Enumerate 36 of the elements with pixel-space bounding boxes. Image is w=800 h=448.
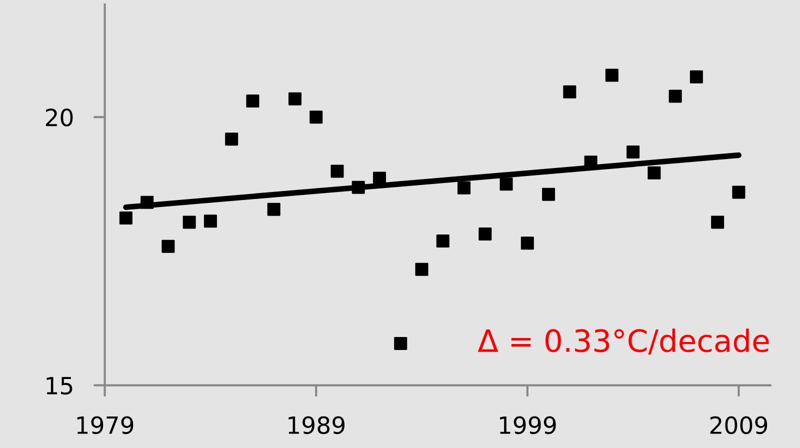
annotation: Δ = 0.33°C/decade bbox=[478, 328, 769, 355]
point bbox=[204, 214, 217, 228]
point bbox=[563, 85, 576, 98]
point bbox=[648, 166, 661, 180]
point bbox=[500, 178, 513, 191]
point bbox=[668, 90, 682, 103]
x-tick-label: 1999 bbox=[500, 416, 556, 434]
point bbox=[626, 145, 640, 158]
point bbox=[732, 186, 746, 199]
y-tick-label: 20 bbox=[46, 108, 73, 126]
point bbox=[542, 188, 556, 201]
point bbox=[478, 228, 492, 241]
y-tick-label: 15 bbox=[46, 377, 72, 395]
point bbox=[330, 164, 344, 178]
point bbox=[394, 336, 408, 350]
point bbox=[436, 234, 450, 248]
x-tick-label: 2009 bbox=[710, 416, 768, 434]
point bbox=[140, 196, 154, 209]
point bbox=[690, 70, 703, 84]
point bbox=[605, 68, 618, 82]
point bbox=[119, 211, 132, 224]
point bbox=[310, 110, 323, 124]
point bbox=[182, 216, 196, 229]
point bbox=[458, 181, 471, 194]
point bbox=[267, 202, 280, 216]
point bbox=[415, 262, 428, 276]
point bbox=[520, 236, 534, 250]
point bbox=[352, 180, 365, 194]
point bbox=[288, 92, 302, 106]
point bbox=[711, 216, 724, 229]
point bbox=[225, 132, 238, 146]
point bbox=[246, 94, 260, 108]
x-tick-label: 1989 bbox=[288, 416, 344, 434]
point bbox=[372, 172, 386, 185]
x-tick-label: 1979 bbox=[77, 416, 134, 434]
point bbox=[162, 240, 175, 253]
